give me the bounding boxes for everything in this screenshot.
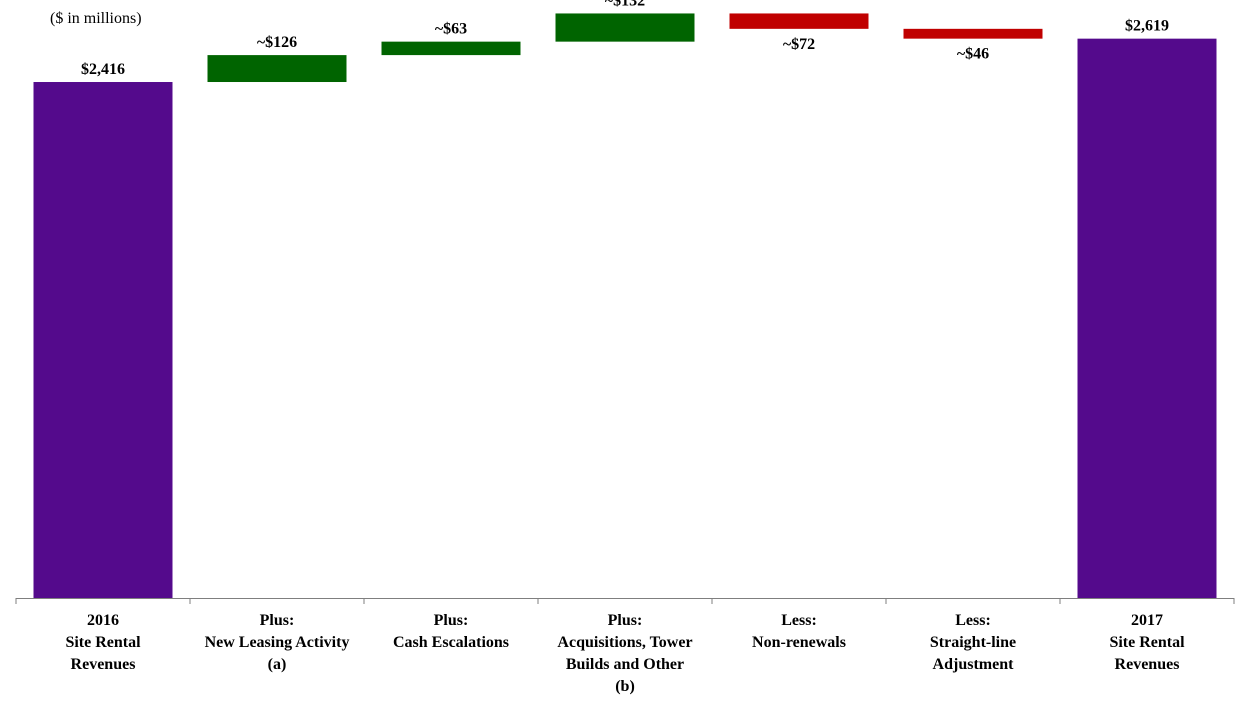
category-label-3-line-0: Plus: (608, 612, 643, 629)
category-label-0: 2016 Site Rental Revenues (65, 612, 141, 673)
unit-label: ($ in millions) (50, 10, 142, 27)
category-label-2-line-0: Plus: (434, 612, 469, 629)
category-label-3-line-3: (b) (615, 678, 635, 695)
category-label-6: 2017 Site Rental Revenues (1109, 612, 1185, 673)
value-label-6: $2,619 (1125, 18, 1169, 35)
category-label-5-line-2: Adjustment (933, 656, 1015, 673)
category-labels-group: 2016 Site Rental Revenues Plus: New Leasing … (65, 612, 1185, 695)
x-axis (15, 598, 1235, 604)
category-label-2: Plus: Cash Escalations (393, 612, 509, 651)
value-label-5: ~$46 (957, 46, 989, 63)
value-label-3: ~$132 (605, 0, 645, 9)
category-label-1-line-0: Plus: (260, 612, 295, 629)
category-label-6-line-1: Site Rental (1109, 634, 1185, 651)
value-label-1: ~$126 (257, 34, 297, 51)
bars-group (33, 13, 1217, 599)
category-label-4-line-0: Less: (781, 612, 817, 629)
bar-3 (555, 13, 695, 42)
bar-5 (903, 28, 1043, 39)
bar-6 (1077, 38, 1217, 598)
category-label-0-line-2: Revenues (71, 656, 136, 673)
bar-2 (381, 41, 521, 56)
category-label-3-line-1: Acquisitions, Tower (557, 634, 692, 651)
value-label-4: ~$72 (783, 36, 815, 53)
category-label-3: Plus: Acquisitions, Tower Builds and Other… (557, 612, 692, 695)
category-label-6-line-2: Revenues (1115, 656, 1180, 673)
bar-1 (207, 55, 347, 83)
category-label-0-line-1: Site Rental (65, 634, 141, 651)
value-labels-group: $2,416 ~$126 ~$63 ~$132 ~$72 ~$46 $2,619 (81, 0, 1169, 78)
category-label-1-line-2: (a) (268, 656, 287, 673)
category-label-4-line-1: Non-renewals (752, 634, 846, 651)
category-label-0-line-0: 2016 (87, 612, 119, 629)
bar-0 (33, 82, 173, 599)
category-label-5-line-0: Less: (955, 612, 991, 629)
value-label-2: ~$63 (435, 21, 467, 38)
category-label-1: Plus: New Leasing Activity (a) (205, 612, 350, 673)
category-label-5-line-1: Straight-line (930, 634, 1016, 651)
value-label-0: $2,416 (81, 61, 125, 78)
category-label-2-line-1: Cash Escalations (393, 634, 509, 651)
category-label-3-line-2: Builds and Other (566, 656, 684, 673)
bar-4 (729, 13, 869, 29)
category-label-6-line-0: 2017 (1131, 612, 1163, 629)
category-label-1-line-1: New Leasing Activity (205, 634, 350, 651)
category-label-4: Less: Non-renewals (752, 612, 846, 651)
category-label-5: Less: Straight-line Adjustment (930, 612, 1016, 673)
